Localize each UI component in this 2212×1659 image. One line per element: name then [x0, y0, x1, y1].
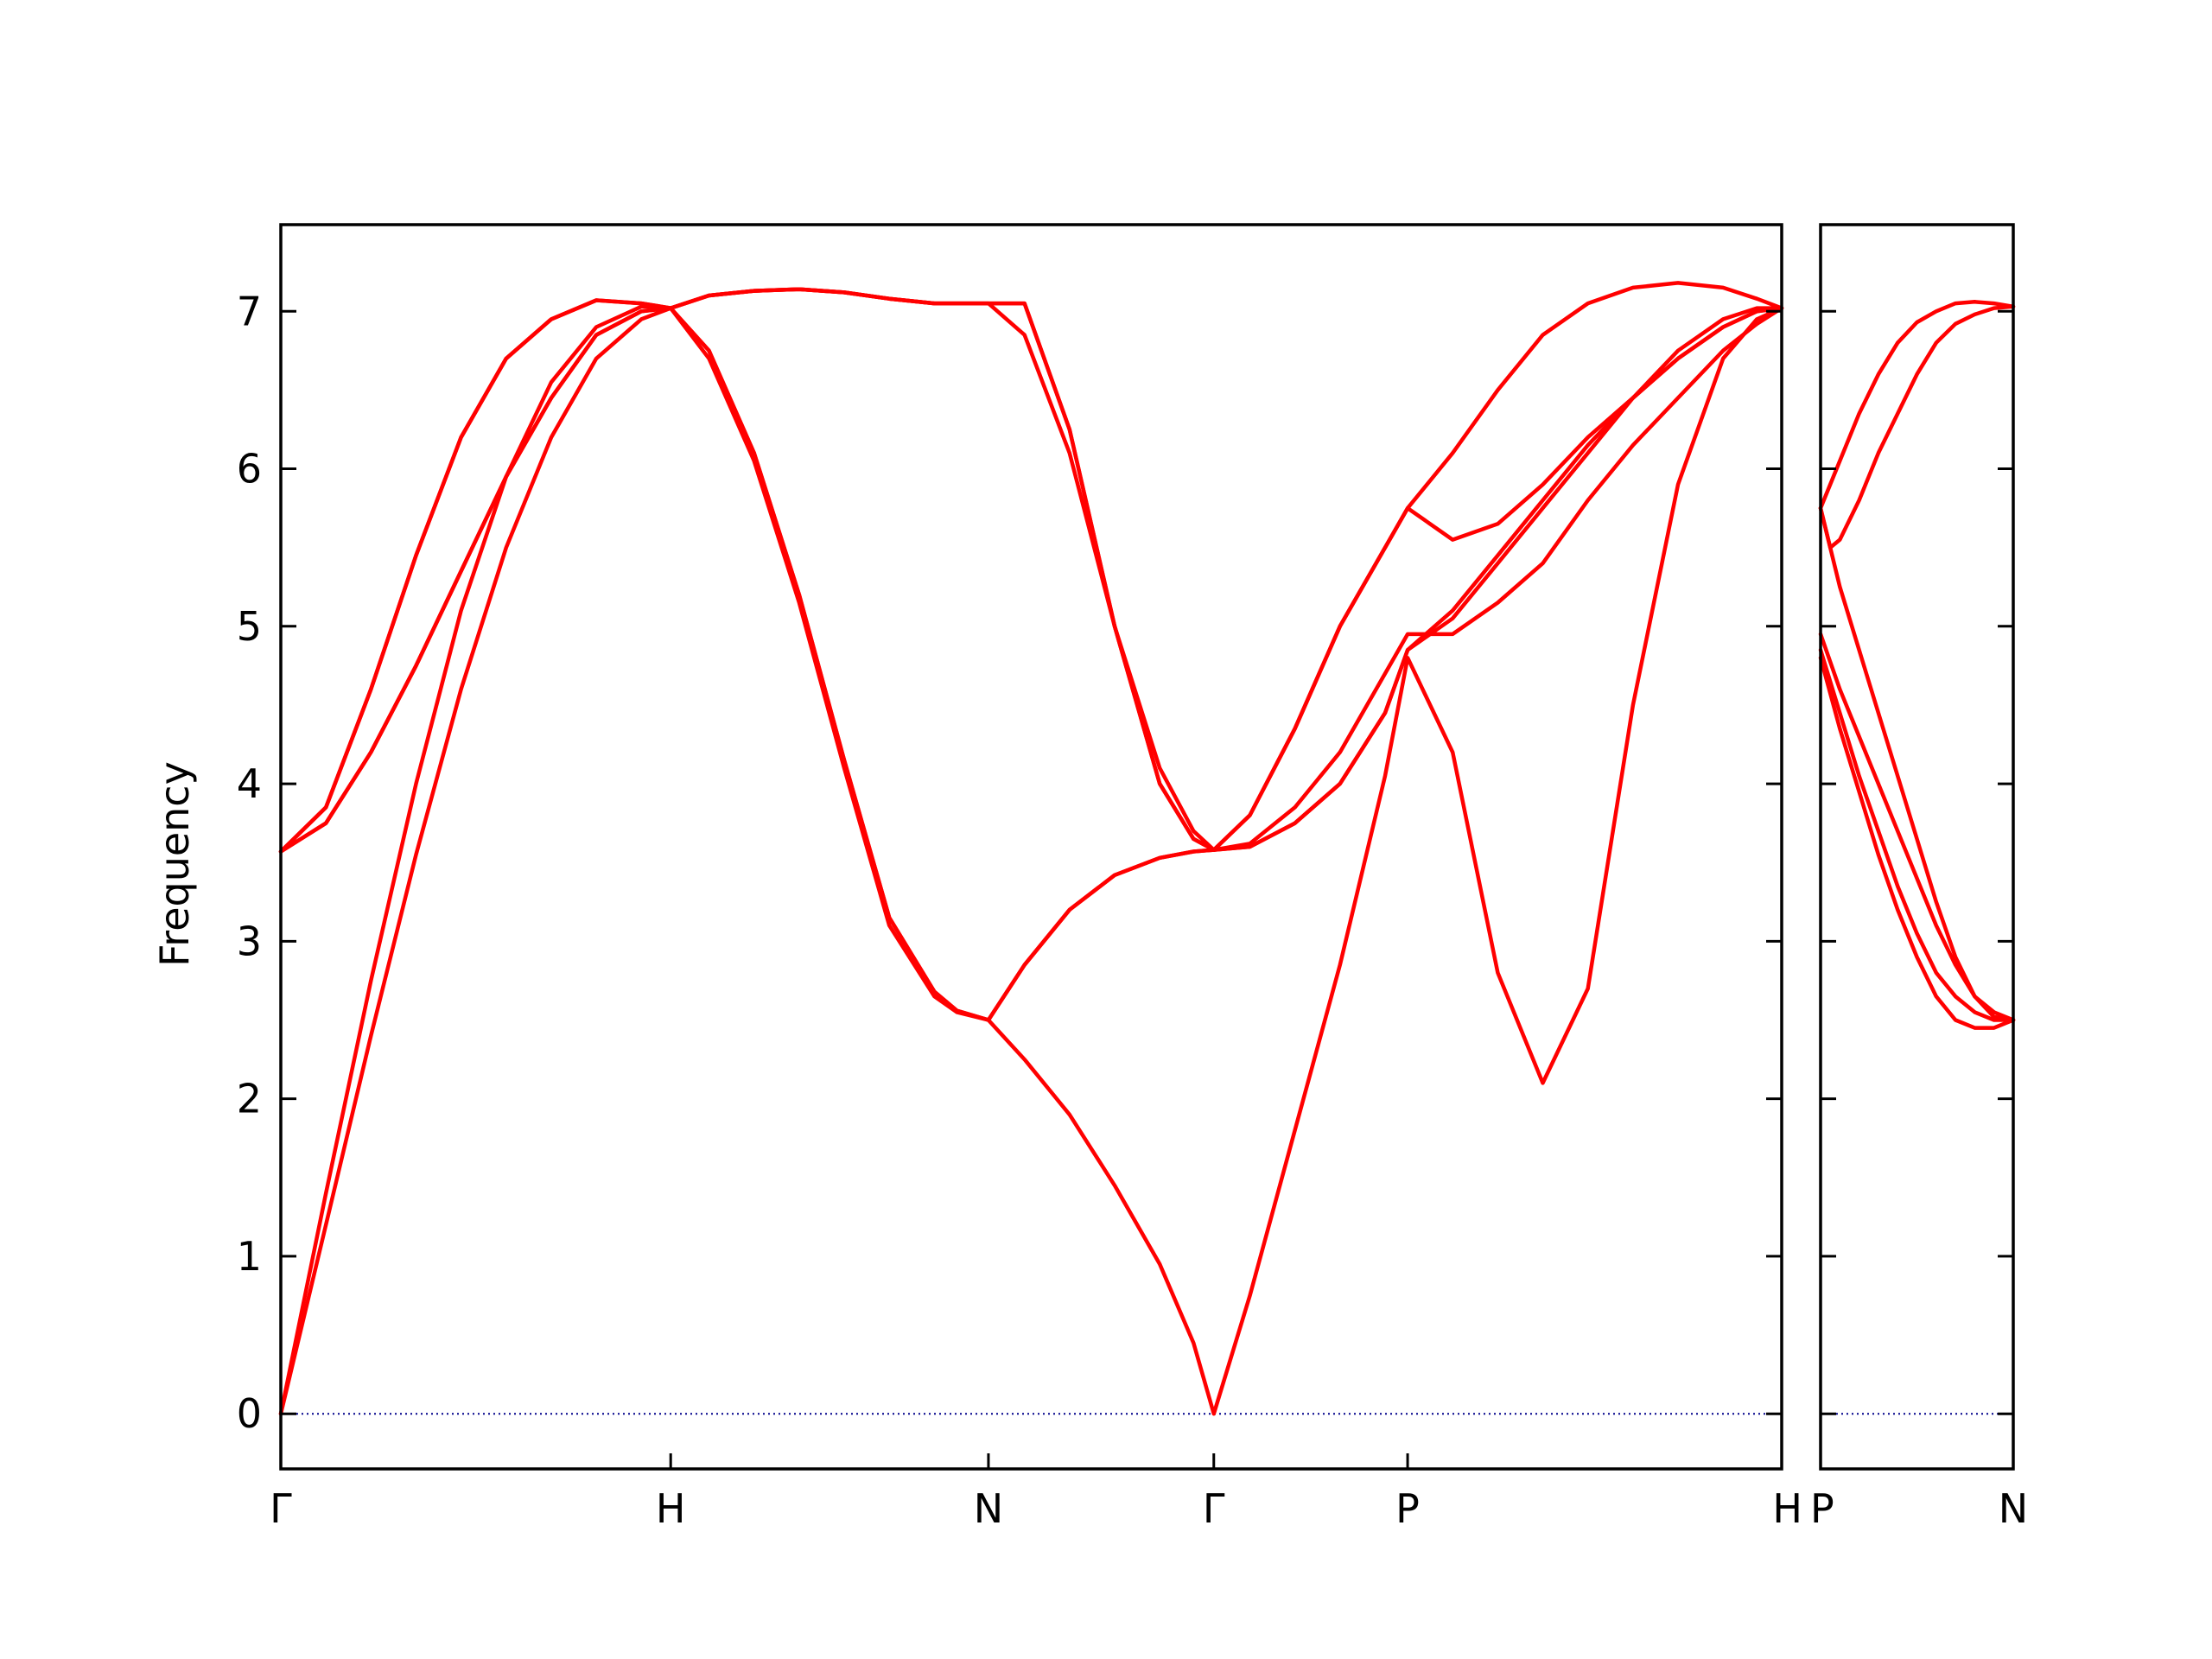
band-line-4	[1818, 505, 2016, 1022]
band-line-3	[278, 287, 1784, 854]
y-tick-label-5: 5	[237, 603, 262, 650]
y-tick-label-1: 1	[237, 1233, 262, 1280]
x-tick-label: P	[1810, 1485, 1834, 1532]
x-tick-label: Γ	[1203, 1485, 1225, 1532]
band-line-1	[278, 306, 1784, 1416]
x-tick-label: H	[1772, 1485, 1802, 1532]
y-tick-label-7: 7	[237, 288, 262, 334]
y-tick-label-2: 2	[237, 1076, 262, 1122]
band-line-1	[1818, 656, 2016, 1030]
x-tick-label: H	[656, 1485, 686, 1532]
band-line-4	[278, 287, 1784, 854]
x-tick-label: N	[974, 1485, 1003, 1532]
y-axis-label: Frequency	[151, 761, 198, 967]
band-line-6	[1818, 300, 2016, 511]
x-tick-label: P	[1395, 1485, 1420, 1532]
band-line-2	[1818, 647, 2016, 1022]
y-tick-label-0: 0	[237, 1390, 262, 1437]
y-axis: Frequency 0 1 2 3 4 5 6 7	[151, 288, 262, 1437]
band-line-6	[278, 306, 1784, 1022]
y-tick-label-3: 3	[237, 918, 262, 964]
y-tick-labels: 0 1 2 3 4 5 6 7	[237, 288, 262, 1437]
band-line-5	[1818, 304, 2016, 550]
y-tick-label-6: 6	[237, 446, 262, 493]
x-tick-label: Γ	[270, 1485, 292, 1532]
x-tick-label: N	[1999, 1485, 2028, 1532]
y-tick-label-4: 4	[237, 760, 262, 807]
band-line-3	[1818, 632, 2016, 1022]
plot-frame	[279, 223, 1783, 1471]
plot-frame	[1819, 223, 2015, 1471]
band-line-5	[278, 281, 1784, 854]
